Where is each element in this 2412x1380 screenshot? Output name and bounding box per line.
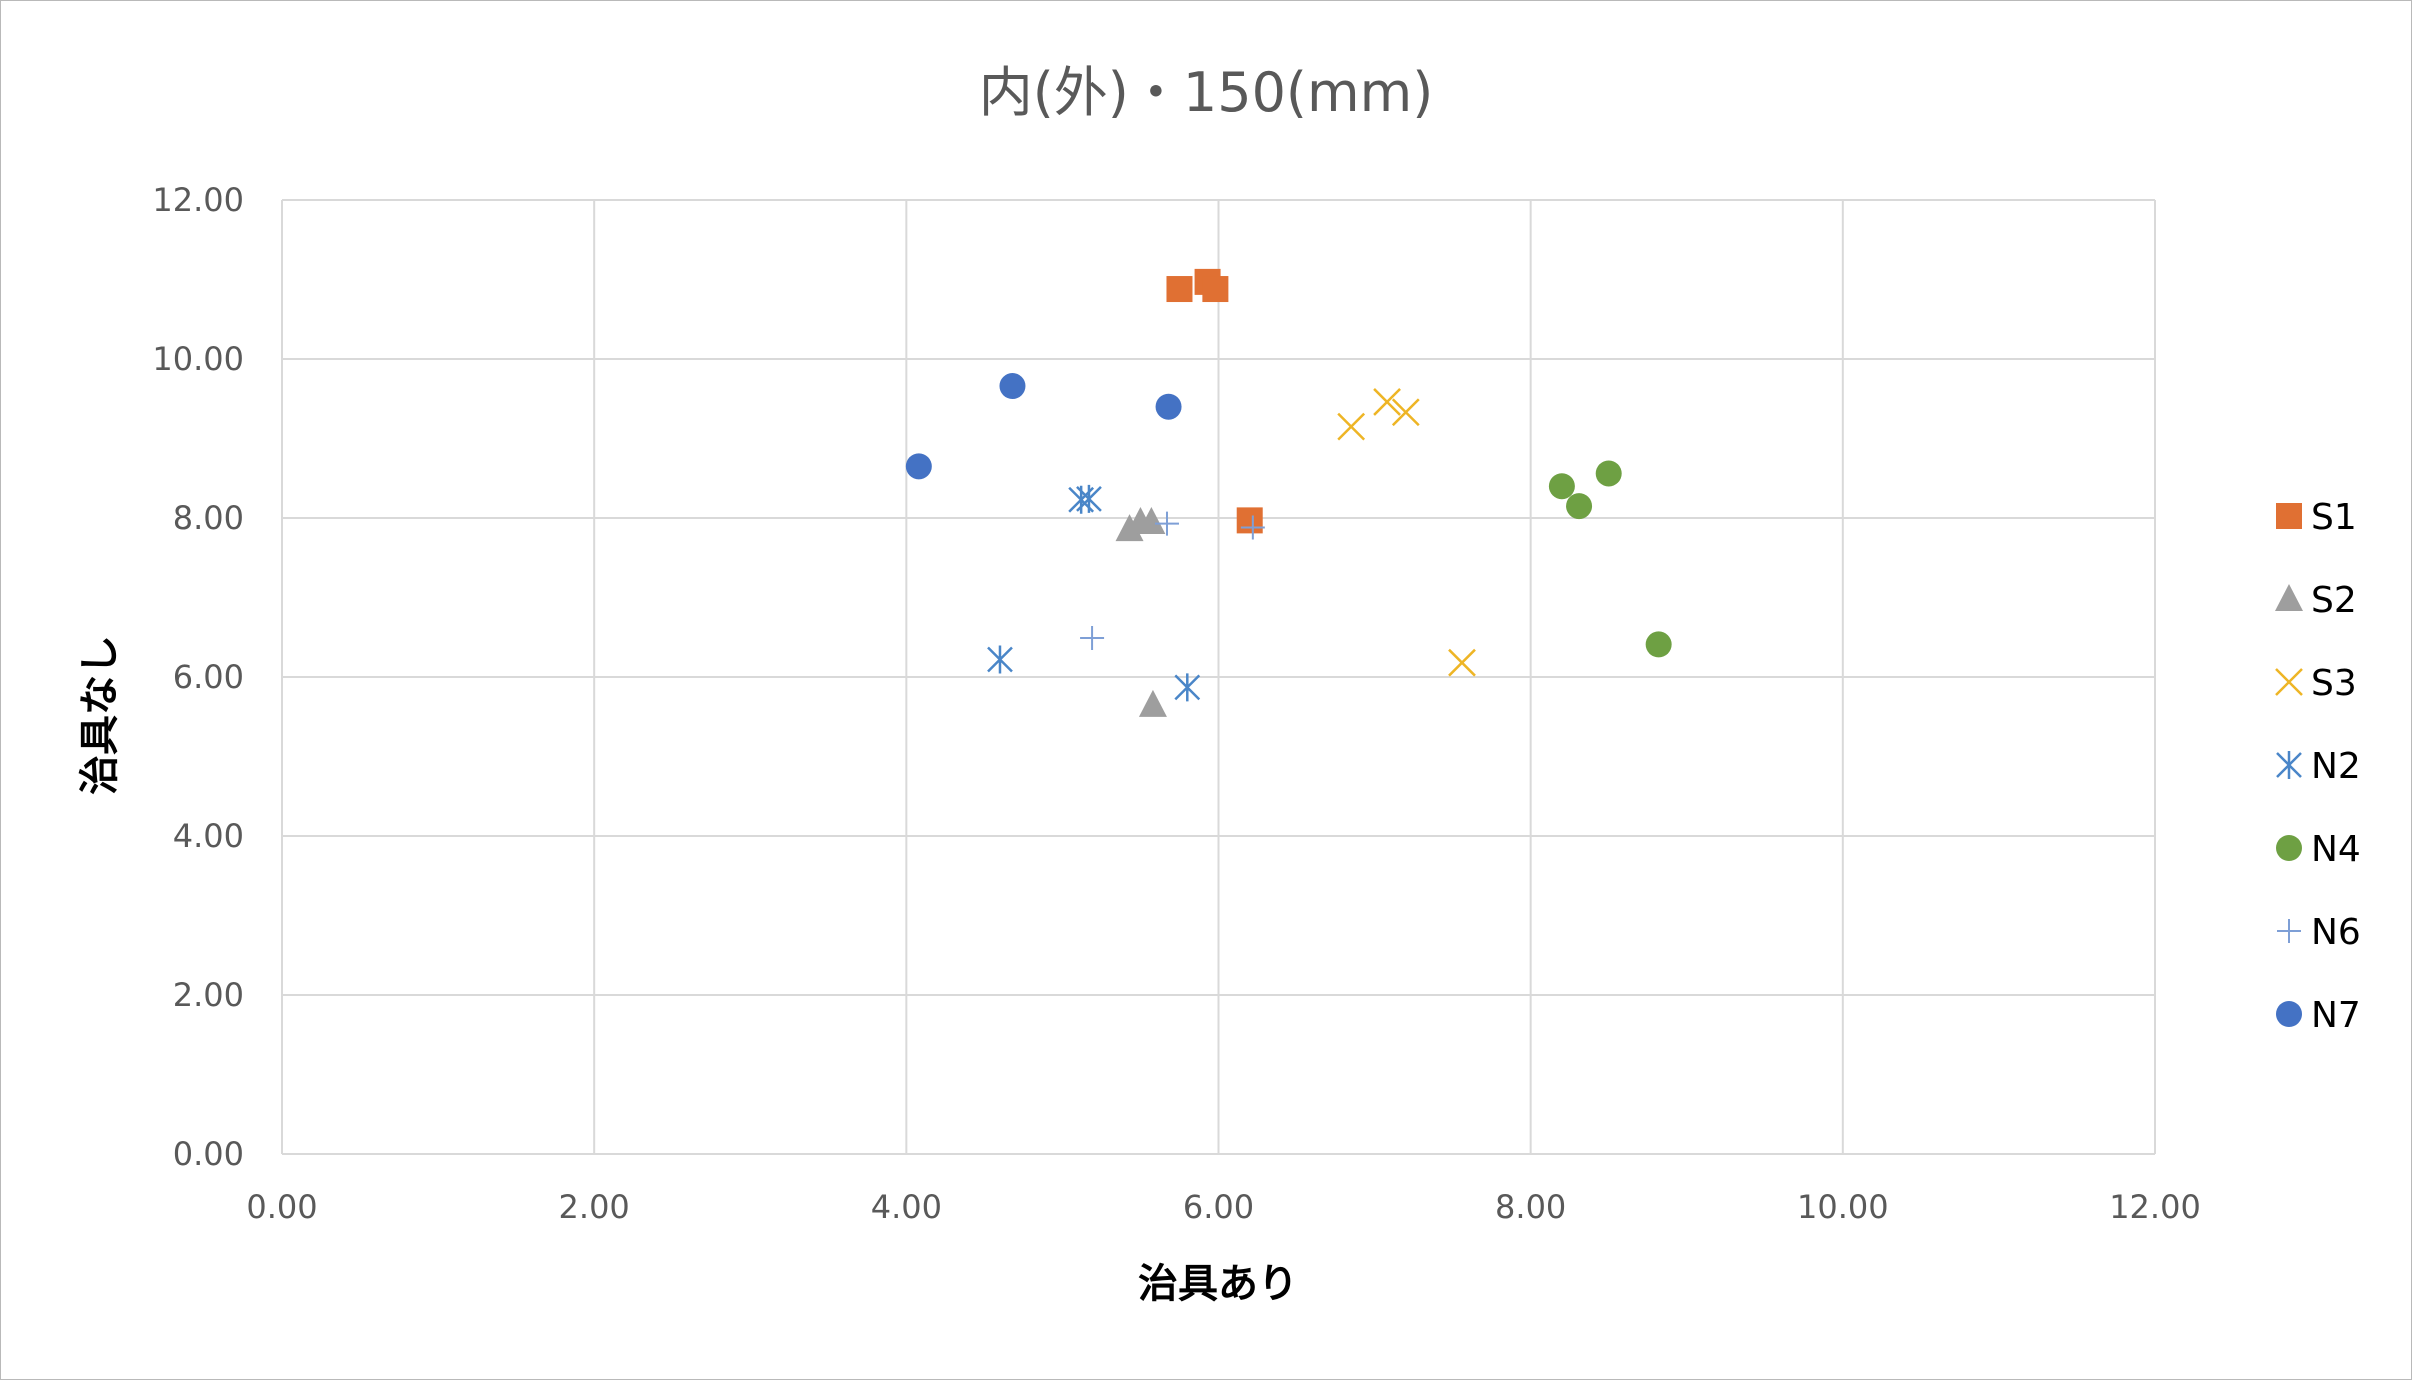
legend-label: S1 — [2311, 497, 2357, 538]
y-tick-label: 6.00 — [173, 658, 244, 696]
y-tick-label: 12.00 — [152, 181, 244, 219]
data-point — [1391, 398, 1420, 427]
legend-item-s1: S1 — [2276, 497, 2357, 538]
legend: S1 S2 S3 N2 N4 N6 N7 — [2275, 497, 2361, 1036]
series-n2 — [987, 484, 1201, 702]
data-point — [1337, 412, 1366, 441]
legend-label: N6 — [2311, 912, 2361, 953]
series-n6 — [1080, 511, 1265, 651]
data-point — [1548, 473, 1575, 500]
y-tick-label: 4.00 — [173, 817, 244, 855]
data-point — [1373, 388, 1401, 416]
series-s1 — [1166, 268, 1263, 534]
data-point — [1236, 507, 1263, 534]
data-point — [1154, 511, 1179, 536]
series-n4 — [1548, 460, 1672, 658]
legend-marker — [2275, 668, 2303, 696]
data-point — [1174, 673, 1201, 702]
data-point — [1076, 484, 1102, 513]
x-tick-label: 2.00 — [559, 1188, 630, 1226]
legend-item-s2: S2 — [2275, 580, 2357, 621]
series-s2 — [1115, 506, 1167, 717]
data-point — [1595, 460, 1622, 487]
legend-label: S3 — [2311, 663, 2357, 704]
legend-marker — [2276, 835, 2302, 861]
legend-marker — [2275, 584, 2303, 611]
x-tick-label: 12.00 — [2109, 1188, 2201, 1226]
data-point — [1137, 506, 1166, 534]
x-tick-label: 10.00 — [1797, 1188, 1889, 1226]
legend-item-n7: N7 — [2276, 995, 2361, 1036]
legend-item-s3: S3 — [2275, 663, 2357, 704]
data-point — [1080, 626, 1105, 651]
data-point — [1645, 631, 1672, 658]
legend-item-n4: N4 — [2276, 829, 2361, 870]
data-point — [905, 453, 932, 480]
series-s3 — [1337, 388, 1476, 677]
legend-label: N7 — [2311, 995, 2361, 1036]
data-point — [1155, 393, 1182, 420]
legend-marker — [2277, 919, 2301, 943]
y-tick-label: 0.00 — [173, 1135, 244, 1173]
legend-marker — [2276, 1001, 2302, 1027]
legend-label: N2 — [2311, 746, 2361, 787]
data-point — [1202, 276, 1229, 303]
x-tick-label: 0.00 — [246, 1188, 317, 1226]
data-points — [905, 268, 1672, 717]
data-point — [999, 373, 1026, 400]
x-tick-labels: 0.00 2.00 4.00 6.00 8.00 10.00 12.00 — [246, 1188, 2200, 1226]
x-tick-label: 8.00 — [1495, 1188, 1566, 1226]
y-axis-title: 治具なし — [77, 635, 123, 795]
legend-label: N4 — [2311, 829, 2361, 870]
legend-marker — [2276, 751, 2302, 779]
data-point — [987, 645, 1013, 674]
data-point — [1166, 276, 1193, 303]
legend-label: S2 — [2311, 580, 2357, 621]
data-point — [1115, 514, 1144, 542]
chart-title: 内(外)・150(mm) — [979, 61, 1434, 124]
legend-marker — [2276, 503, 2302, 529]
grid — [281, 199, 2156, 1155]
y-tick-labels: 0.00 2.00 4.00 6.00 8.00 10.00 12.00 — [152, 181, 244, 1173]
data-point — [1448, 648, 1476, 677]
y-tick-label: 2.00 — [173, 976, 244, 1014]
x-tick-label: 6.00 — [1183, 1188, 1254, 1226]
series-n7 — [905, 373, 1182, 480]
y-tick-label: 8.00 — [173, 499, 244, 537]
legend-item-n6: N6 — [2277, 912, 2361, 953]
x-tick-label: 4.00 — [871, 1188, 942, 1226]
legend-item-n2: N2 — [2276, 746, 2361, 787]
data-point — [1240, 515, 1265, 540]
x-axis-title: 治具あり — [1138, 1261, 1298, 1307]
data-point — [1138, 689, 1167, 717]
y-tick-label: 10.00 — [152, 340, 244, 378]
data-point — [1566, 493, 1593, 520]
